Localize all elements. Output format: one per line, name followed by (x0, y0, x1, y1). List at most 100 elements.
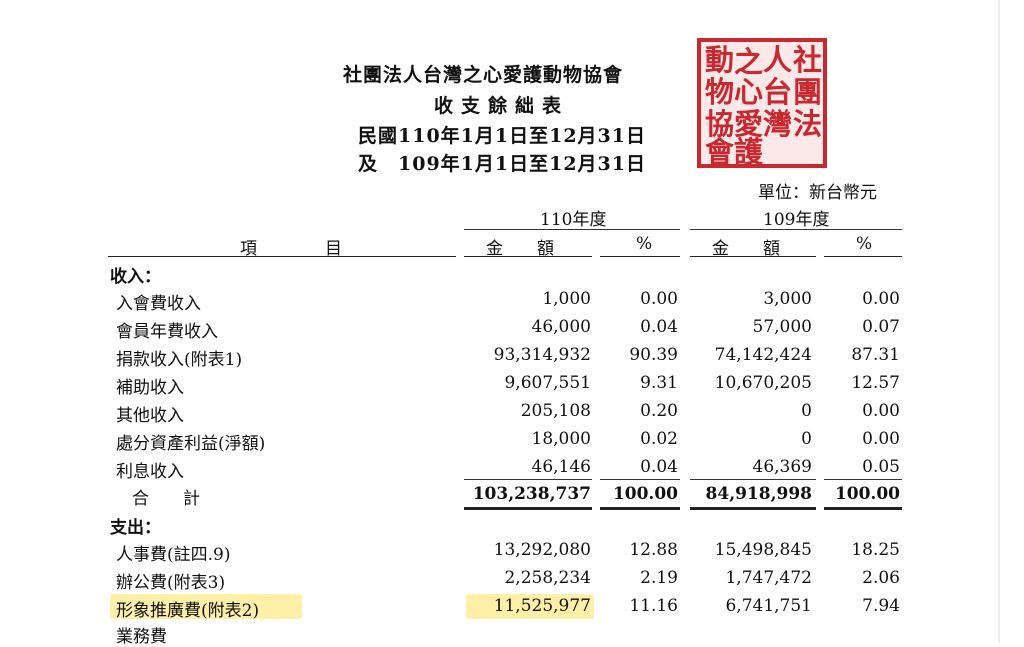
expense-row: 辦公費(附表3) 2,258,234 2.19 1,747,472 2.06 (0, 566, 1024, 593)
pct-prior: 0.07 (862, 317, 900, 337)
total-amount-prior: 84,918,998 (705, 484, 812, 504)
expense-row: 形象推廣費(附表2) 11,525,977 11.16 6,741,751 7.… (0, 594, 1024, 621)
income-row: 利息收入 46,146 0.04 46,369 0.05 (0, 455, 1024, 482)
year-prior-rule (690, 229, 902, 230)
amount-prior: 0 (801, 429, 812, 449)
amount-prior: 15,498,845 (714, 540, 812, 560)
header-rule-amount1 (464, 256, 592, 257)
pct-prior: 2.06 (862, 568, 900, 588)
row-label: 入會費收入 (116, 294, 201, 314)
pct-current: 9.31 (640, 373, 678, 393)
header-rule-item (108, 256, 456, 257)
subtotal-rule-amount2 (690, 479, 816, 480)
row-label: 會員年費收入 (116, 322, 218, 342)
currency-unit: 單位：新台幣元 (758, 183, 877, 203)
income-row: 其他收入 205,108 0.20 0 0.00 (0, 399, 1024, 426)
pct-current: 2.19 (640, 568, 678, 588)
row-label: 處分資產利益(淨額) (116, 434, 266, 454)
subtotal-rule-amount1 (464, 479, 592, 480)
row-label: 補助收入 (116, 378, 184, 398)
total-double-rule-pct2 (824, 507, 902, 510)
row-label: 利息收入 (116, 462, 184, 482)
pct-current: 0.02 (640, 429, 678, 449)
expense-section-label: 支出： (110, 518, 161, 538)
amount-current: 11,525,977 (493, 596, 591, 616)
total-pct-prior: 100.00 (834, 484, 900, 504)
amount-current-header: 金 額 (486, 239, 554, 259)
pct-prior: 0.00 (862, 429, 900, 449)
pct-prior: 18.25 (851, 540, 900, 560)
income-row: 會員年費收入 46,000 0.04 57,000 0.07 (0, 315, 1024, 342)
subtotal-rule-pct2 (824, 479, 902, 480)
row-label: 辦公費(附表3) (116, 573, 226, 593)
header-rule-pct1 (600, 256, 680, 257)
row-label: 其他收入 (116, 406, 184, 426)
row-label: 形象推廣費(附表2) (116, 601, 260, 621)
row-label: 人事費(註四.9) (116, 545, 231, 565)
period-current: 民國110年1月1日至12月31日 (358, 125, 646, 147)
amount-highlight (466, 594, 594, 619)
amount-current: 18,000 (531, 429, 591, 449)
amount-current: 46,000 (531, 317, 591, 337)
income-row: 捐款收入(附表1) 93,314,932 90.39 74,142,424 87… (0, 343, 1024, 370)
pct-current: 0.00 (640, 289, 678, 309)
expense-row: 業務費 (0, 620, 1024, 647)
pct-current: 11.16 (629, 596, 678, 616)
pct-prior: 0.00 (862, 289, 900, 309)
pct-current-header: % (636, 234, 653, 254)
amount-current: 1,000 (542, 289, 591, 309)
expense-row: 人事費(註四.9) 13,292,080 12.88 15,498,845 18… (0, 538, 1024, 565)
amount-current: 93,314,932 (493, 345, 591, 365)
row-label: 捐款收入(附表1) (116, 350, 243, 370)
amount-prior: 74,142,424 (714, 345, 812, 365)
amount-current: 205,108 (520, 401, 591, 421)
amount-current: 13,292,080 (493, 540, 591, 560)
amount-prior: 46,369 (752, 457, 812, 477)
pct-prior: 87.31 (851, 345, 900, 365)
amount-prior: 3,000 (763, 289, 812, 309)
amount-prior: 6,741,751 (725, 596, 812, 616)
amount-current: 9,607,551 (504, 373, 591, 393)
year-prior-header: 109年度 (763, 210, 830, 230)
subtotal-rule-pct1 (600, 479, 680, 480)
pct-prior-header: % (856, 234, 873, 254)
item-column-header: 項 目 (240, 239, 342, 259)
amount-current: 46,146 (531, 457, 591, 477)
amount-prior-header: 金 額 (712, 239, 780, 259)
income-row: 處分資產利益(淨額) 18,000 0.02 0 0.00 (0, 427, 1024, 454)
period-prior: 及 109年1月1日至12月31日 (358, 153, 646, 175)
total-double-rule-amount1 (464, 507, 592, 510)
pct-current: 0.04 (640, 457, 678, 477)
statement-title: 收支餘絀表 (434, 95, 570, 117)
pct-current: 0.20 (640, 401, 678, 421)
pct-prior: 7.94 (862, 596, 900, 616)
pct-current: 12.88 (629, 540, 678, 560)
amount-current: 2,258,234 (504, 568, 591, 588)
year-current-rule (464, 229, 680, 230)
income-row: 補助收入 9,607,551 9.31 10,670,205 12.57 (0, 371, 1024, 398)
total-pct-current: 100.00 (612, 484, 678, 504)
total-label: 合 計 (132, 489, 200, 509)
amount-prior: 1,747,472 (725, 568, 812, 588)
org-name: 社團法人台灣之心愛護動物協會 (343, 64, 624, 86)
amount-prior: 57,000 (752, 317, 812, 337)
total-double-rule-pct1 (600, 507, 680, 510)
label-highlight (110, 594, 302, 619)
year-current-header: 110年度 (540, 210, 607, 230)
total-row: 合 計 103,238,737 100.00 84,918,998 100.00 (0, 482, 1024, 509)
total-double-rule-amount2 (690, 507, 816, 510)
row-label: 業務費 (116, 627, 167, 647)
amount-prior: 10,670,205 (714, 373, 812, 393)
pct-prior: 0.00 (862, 401, 900, 421)
organization-seal-stamp: 社 人 動 團 台 之 物 法 心 灣 協 愛 會 護 (697, 38, 827, 168)
amount-prior: 0 (801, 401, 812, 421)
pct-prior: 0.05 (862, 457, 900, 477)
page-edge (998, 0, 1000, 643)
pct-current: 90.39 (629, 345, 678, 365)
income-section-label: 收入： (110, 267, 161, 287)
pct-prior: 12.57 (851, 373, 900, 393)
pct-current: 0.04 (640, 317, 678, 337)
income-row: 入會費收入 1,000 0.00 3,000 0.00 (0, 287, 1024, 314)
header-rule-amount2 (690, 256, 816, 257)
